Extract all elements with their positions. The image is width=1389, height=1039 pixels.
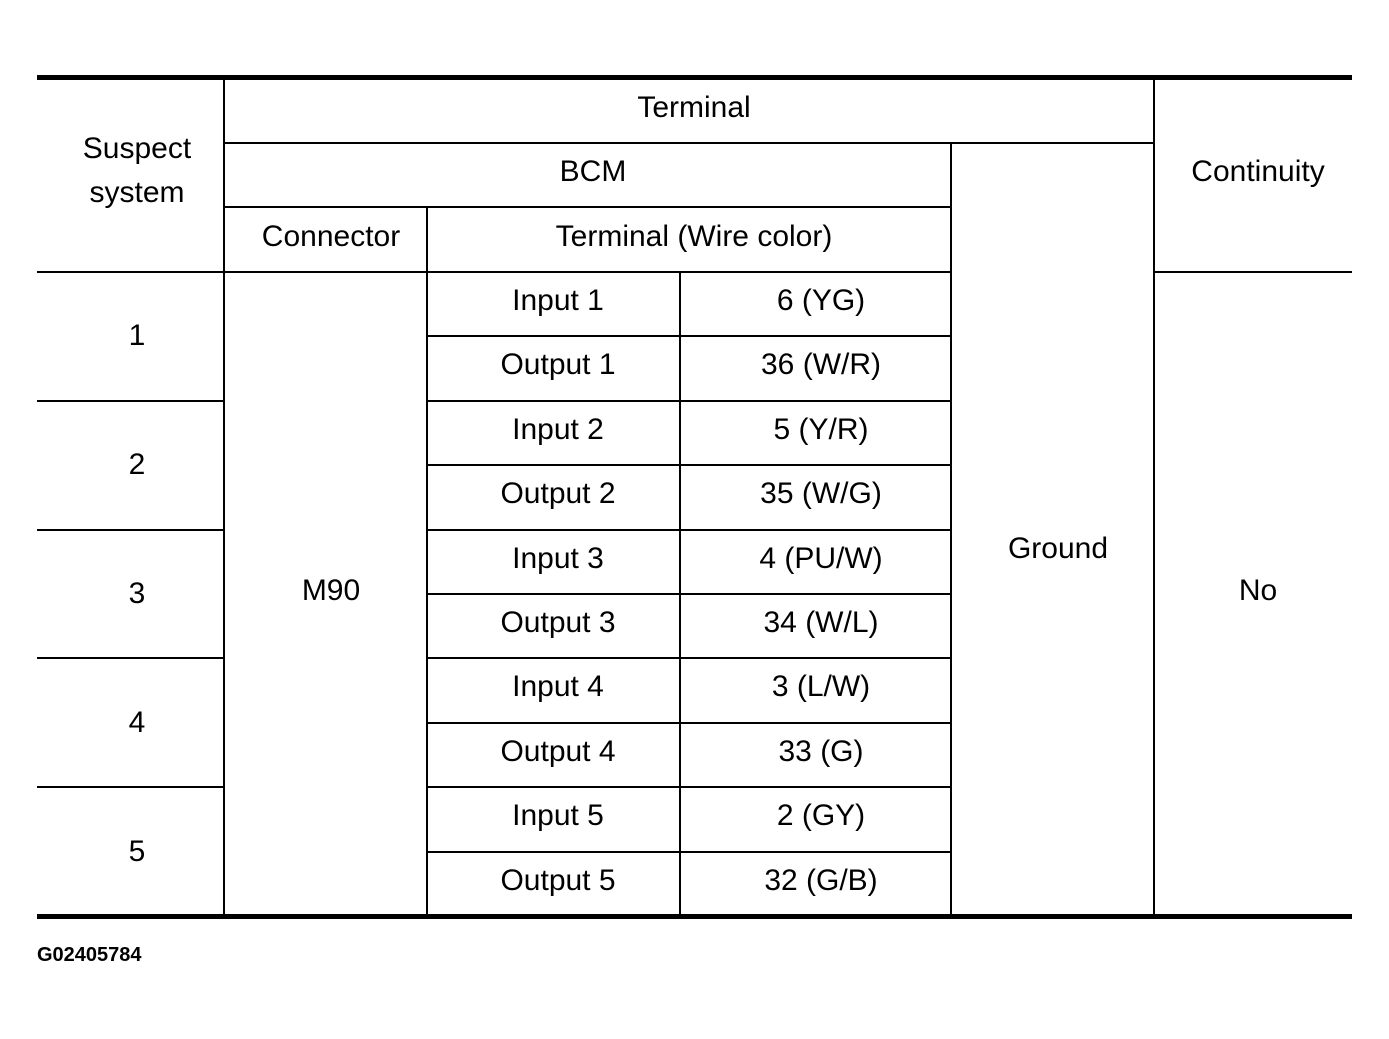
terminal-wire-color: 35 (W/G)	[760, 477, 882, 511]
figure-id: G02405784	[37, 944, 142, 966]
divider	[427, 464, 951, 466]
terminal-label: Output 4	[500, 734, 616, 768]
divider	[1153, 77, 1155, 916]
divider	[223, 77, 225, 916]
continuity-value: No	[1238, 574, 1278, 607]
divider	[427, 400, 951, 402]
terminal-label: Output 1	[500, 348, 616, 382]
terminal-wire-color: 34 (W/L)	[763, 606, 879, 639]
table-top-rule	[37, 75, 1352, 80]
header-suspect-system: Suspect system	[82, 132, 192, 209]
terminal-wire-color: 6 (YG)	[776, 284, 866, 317]
terminal-label: Input 5	[512, 799, 604, 833]
terminal-wire-color: 36 (W/R)	[761, 348, 881, 382]
terminal-label: Input 2	[512, 412, 604, 446]
connector-value: M90	[301, 574, 361, 607]
divider	[224, 206, 951, 208]
terminal-label: Input 3	[512, 541, 604, 575]
terminal-wire-color: 2 (GY)	[776, 799, 866, 833]
header-terminal: Terminal	[637, 91, 751, 124]
terminal-label: Output 5	[500, 863, 616, 897]
terminal-label: Output 3	[500, 606, 616, 639]
divider	[427, 593, 951, 595]
suspect-system-number: 5	[128, 834, 146, 868]
terminal-wire-color: 33 (G)	[778, 734, 864, 768]
divider	[950, 143, 952, 916]
ground-label: Ground	[1007, 532, 1109, 565]
header-terminal-wire-color: Terminal (Wire color)	[555, 220, 833, 253]
terminal-wire-color: 3 (L/W)	[771, 670, 871, 704]
terminal-label: Output 2	[500, 477, 616, 511]
suspect-system-number: 3	[128, 577, 146, 610]
terminal-wire-color: 4 (PU/W)	[759, 541, 883, 575]
divider	[427, 786, 951, 788]
table-bottom-rule	[37, 914, 1352, 919]
divider	[427, 335, 951, 337]
header-continuity: Continuity	[1191, 155, 1325, 188]
divider	[37, 271, 951, 273]
divider	[37, 529, 224, 531]
divider	[37, 786, 224, 788]
suspect-system-number: 4	[128, 705, 146, 739]
divider	[427, 722, 951, 724]
divider	[427, 851, 951, 853]
terminal-label: Input 1	[512, 284, 604, 317]
divider	[426, 207, 428, 916]
divider	[37, 400, 224, 402]
suspect-system-number: 1	[128, 319, 146, 353]
divider	[1154, 271, 1352, 273]
suspect-system-number: 2	[128, 448, 146, 482]
terminal-label: Input 4	[512, 670, 604, 704]
header-bcm: BCM	[559, 155, 627, 188]
divider	[224, 142, 1154, 144]
divider	[427, 529, 951, 531]
terminal-wire-color: 5 (Y/R)	[773, 412, 869, 446]
divider	[37, 657, 224, 659]
divider	[427, 657, 951, 659]
header-connector: Connector	[261, 220, 401, 253]
terminal-wire-color: 32 (G/B)	[764, 863, 878, 897]
